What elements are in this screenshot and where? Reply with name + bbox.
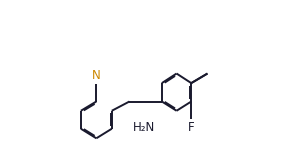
Text: H2N: H2N — [132, 121, 157, 134]
Text: N: N — [92, 69, 101, 82]
Text: H₂N: H₂N — [133, 121, 155, 134]
Text: F: F — [188, 121, 195, 134]
Text: N: N — [92, 69, 101, 82]
Text: F: F — [188, 121, 195, 134]
